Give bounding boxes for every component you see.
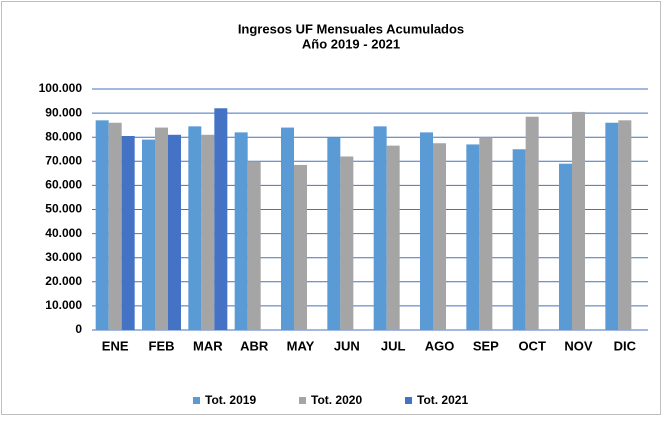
bar — [340, 156, 354, 330]
legend-swatch — [193, 397, 200, 404]
bar — [281, 127, 294, 330]
bar — [433, 143, 446, 330]
bar — [559, 163, 572, 330]
y-tick-label: 90.000 — [45, 105, 82, 119]
y-tick-label: 50.000 — [45, 202, 82, 216]
bar — [479, 137, 493, 330]
bar — [386, 145, 400, 330]
x-tick-label: OCT — [518, 338, 546, 353]
chart-subtitle: Año 2019 - 2021 — [302, 36, 400, 51]
legend-label: Tot. 2020 — [311, 393, 362, 407]
y-tick-label: 100.000 — [39, 81, 83, 95]
chart-title: Ingresos UF Mensuales Acumulados — [238, 21, 464, 36]
x-tick-label: ENE — [102, 338, 129, 353]
bar — [234, 132, 248, 330]
x-tick-label: SEP — [473, 338, 499, 353]
legend-label: Tot. 2019 — [205, 393, 256, 407]
x-tick-label: NOV — [564, 338, 593, 353]
bar — [327, 137, 341, 330]
y-tick-label: 40.000 — [45, 226, 82, 240]
bar — [525, 116, 539, 330]
bar — [247, 161, 261, 330]
legend-swatch — [405, 397, 412, 404]
bar — [201, 134, 215, 330]
bar — [142, 139, 155, 330]
y-tick-label: 0 — [75, 322, 82, 336]
bar — [572, 111, 585, 331]
x-tick-label: AGO — [425, 338, 455, 353]
bar — [188, 126, 202, 330]
bar — [155, 127, 168, 330]
bar — [294, 164, 307, 330]
y-tick-label: 70.000 — [45, 153, 82, 167]
x-tick-label: DIC — [614, 338, 637, 353]
y-tick-label: 10.000 — [45, 298, 82, 312]
bar — [605, 122, 619, 331]
bar — [108, 122, 122, 331]
bar — [168, 134, 181, 330]
x-tick-label: JUL — [381, 338, 406, 353]
bar — [214, 108, 228, 330]
bar — [420, 132, 433, 330]
bar — [466, 144, 480, 330]
x-tick-label: MAY — [287, 338, 315, 353]
x-tick-label: FEB — [149, 338, 175, 353]
y-tick-label: 60.000 — [45, 178, 82, 192]
legend-swatch — [299, 397, 306, 404]
bar — [512, 149, 526, 330]
y-tick-label: 30.000 — [45, 250, 82, 264]
bar — [373, 126, 387, 330]
bar — [95, 120, 109, 330]
legend-label: Tot. 2021 — [417, 393, 468, 407]
y-tick-label: 20.000 — [45, 274, 82, 288]
x-tick-label: JUN — [334, 338, 360, 353]
y-tick-label: 80.000 — [45, 129, 82, 143]
x-tick-label: ABR — [240, 338, 269, 353]
bar — [121, 135, 135, 330]
bar — [618, 120, 632, 330]
x-tick-label: MAR — [193, 338, 223, 353]
